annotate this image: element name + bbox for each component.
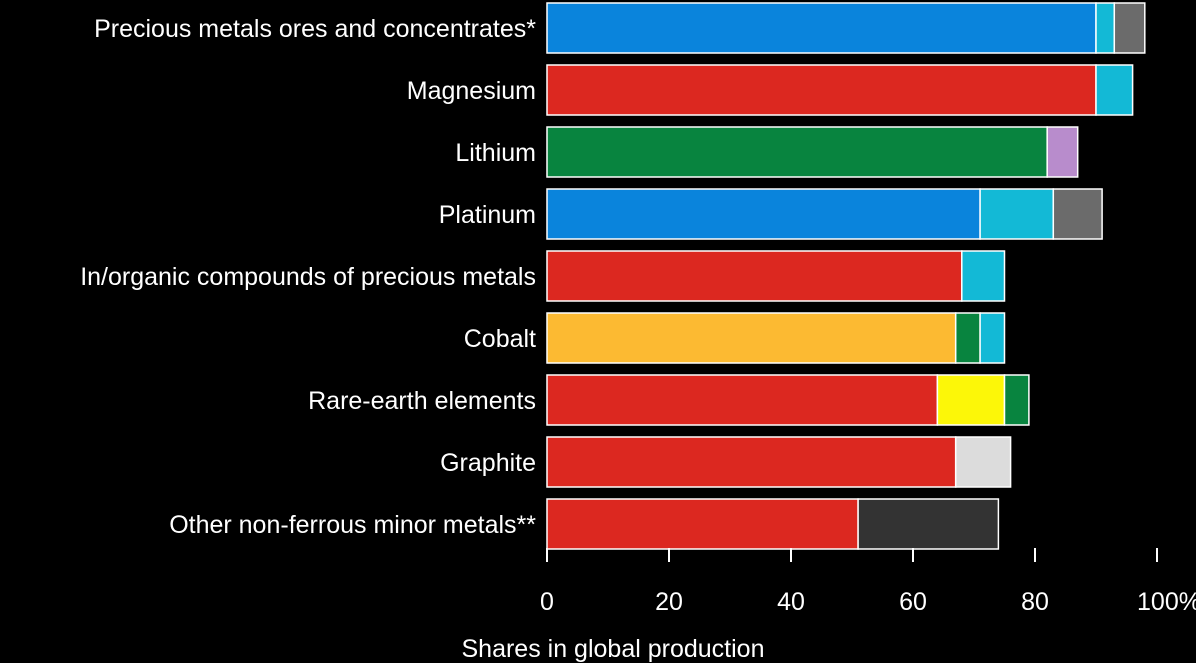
bar-segment-0-1	[1095, 2, 1116, 54]
category-label: Magnesium	[407, 77, 536, 105]
category-label: Precious metals ores and concentrates*	[94, 15, 536, 43]
x-tick-label: 60	[899, 588, 927, 616]
category-label: Rare-earth elements	[308, 387, 536, 415]
bars-group	[546, 2, 1146, 550]
bar-segment-0-0	[546, 2, 1097, 54]
bar-segment-8-0	[546, 498, 859, 550]
category-labels-group: Precious metals ores and concentrates* Ma…	[80, 15, 536, 539]
x-tick-label: 40	[777, 588, 805, 616]
x-tick-label: 100%	[1137, 588, 1196, 616]
bar-segment-1-0	[546, 64, 1097, 116]
bar-segment-0-2	[1113, 2, 1146, 54]
bar-segment-6-1	[936, 374, 1006, 426]
bar-segment-8-1	[857, 498, 1000, 550]
bar-segment-4-1	[961, 250, 1006, 302]
category-label: Platinum	[439, 201, 536, 229]
x-axis-title: Shares in global production	[462, 635, 765, 663]
category-label: Lithium	[455, 139, 536, 167]
category-label: Other non-ferrous minor metals**	[169, 511, 536, 539]
x-tick-label: 20	[655, 588, 683, 616]
bar-segment-4-0	[546, 250, 963, 302]
bar-segment-1-1	[1095, 64, 1134, 116]
bar-segment-6-2	[1003, 374, 1030, 426]
bar-segment-3-1	[979, 188, 1055, 240]
x-axis-ticks-group: 0 20 40 60 80 100%	[540, 548, 1196, 616]
category-label: In/organic compounds of precious metals	[80, 263, 536, 291]
category-label: Cobalt	[464, 325, 536, 353]
bar-segment-3-0	[546, 188, 981, 240]
bar-segment-5-0	[546, 312, 957, 364]
bar-segment-7-1	[954, 436, 1012, 488]
x-tick-label: 0	[540, 588, 554, 616]
x-tick-label: 80	[1021, 588, 1049, 616]
bar-segment-3-2	[1052, 188, 1103, 240]
bar-segment-7-0	[546, 436, 957, 488]
bar-segment-6-0	[546, 374, 939, 426]
bar-segment-5-2	[979, 312, 1006, 364]
bar-segment-2-0	[546, 126, 1048, 178]
category-label: Graphite	[440, 449, 536, 477]
bar-segment-2-1	[1046, 126, 1079, 178]
bar-segment-5-1	[954, 312, 981, 364]
